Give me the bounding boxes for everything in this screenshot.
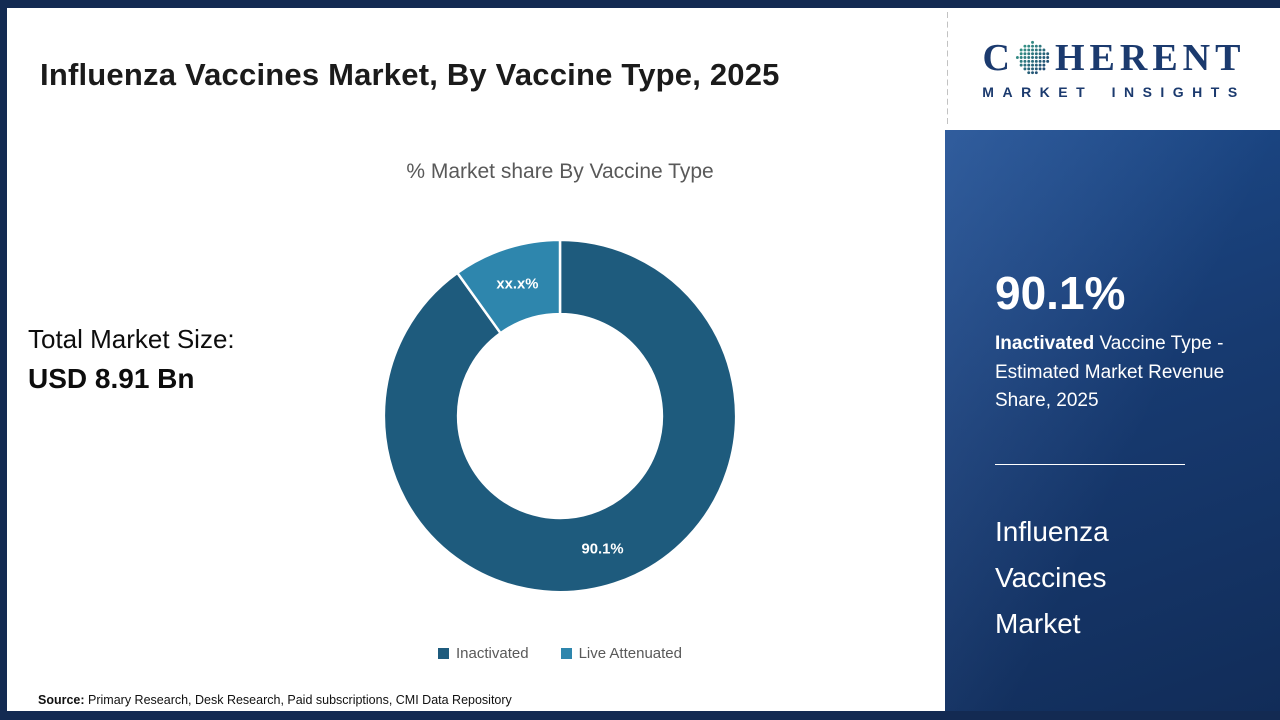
globe-dot bbox=[1042, 51, 1046, 55]
frame-border-bottom bbox=[0, 711, 1280, 720]
globe-dot bbox=[1034, 63, 1038, 67]
globe-dot bbox=[1023, 47, 1027, 51]
globe-dot bbox=[1027, 55, 1031, 59]
source-label: Source: bbox=[38, 693, 85, 707]
page-title: Influenza Vaccines Market, By Vaccine Ty… bbox=[40, 56, 780, 92]
globe-dot bbox=[1019, 59, 1023, 63]
globe-dot bbox=[1023, 44, 1027, 48]
globe-dot bbox=[1038, 55, 1042, 59]
total-market-label: Total Market Size: bbox=[28, 324, 235, 354]
globe-dot bbox=[1034, 59, 1038, 63]
globe-dot bbox=[1042, 59, 1046, 63]
globe-dot bbox=[1031, 44, 1034, 48]
donut-chart: 90.1% xx.x% bbox=[372, 228, 748, 604]
total-market-value: USD 8.91 Bn bbox=[28, 363, 195, 394]
globe-dot bbox=[1034, 55, 1038, 59]
globe-dot bbox=[1031, 51, 1034, 55]
chart-legend: Inactivated Live Attenuated bbox=[280, 645, 840, 662]
brand-logo-wordmark: C HERENT bbox=[983, 39, 1246, 77]
globe-dot bbox=[1038, 44, 1042, 48]
globe-dot bbox=[1034, 47, 1038, 51]
sidebar-stat-value: 90.1% bbox=[995, 267, 1126, 319]
globe-dot bbox=[1042, 63, 1046, 67]
globe-dot bbox=[1031, 66, 1034, 70]
slice-label-live-attenuated: xx.x% bbox=[496, 277, 538, 293]
globe-dot bbox=[1027, 51, 1031, 55]
globe-dot bbox=[1042, 55, 1046, 59]
globe-dot bbox=[1034, 51, 1038, 55]
logo-letters-rest: HERENT bbox=[1054, 36, 1246, 79]
globe-dot bbox=[1023, 59, 1027, 63]
source-text: Primary Research, Desk Research, Paid su… bbox=[88, 693, 512, 707]
globe-dot bbox=[1038, 47, 1042, 51]
slice-label-inactivated: 90.1% bbox=[582, 541, 624, 557]
globe-dot bbox=[1031, 47, 1034, 51]
globe-dot bbox=[1031, 70, 1034, 74]
globe-dot bbox=[1031, 59, 1034, 63]
donut-slice-inactivated bbox=[382, 238, 738, 594]
legend-item-live-attenuated: Live Attenuated bbox=[560, 645, 682, 662]
globe-dot bbox=[1027, 59, 1031, 63]
frame-border-left bbox=[0, 0, 7, 720]
globe-dot bbox=[1034, 66, 1038, 70]
globe-dot bbox=[1031, 40, 1034, 44]
globe-dot bbox=[1038, 66, 1042, 70]
globe-dot bbox=[1023, 55, 1027, 59]
chart-title: % Market share By Vaccine Type bbox=[406, 160, 714, 183]
globe-dot bbox=[1046, 51, 1050, 55]
logo-letter-c: C bbox=[982, 36, 1015, 79]
globe-dot bbox=[1019, 63, 1023, 67]
brand-logo-subtitle: MARKET INSIGHTS bbox=[982, 83, 1246, 100]
globe-dot bbox=[1042, 47, 1046, 51]
globe-dot bbox=[1023, 51, 1027, 55]
globe-dot bbox=[1027, 63, 1031, 67]
globe-dot bbox=[1027, 70, 1031, 74]
legend-swatch bbox=[438, 648, 450, 659]
globe-dot bbox=[1046, 55, 1050, 59]
legend-swatch bbox=[560, 648, 572, 659]
sidebar-divider bbox=[995, 463, 1185, 465]
globe-dot bbox=[1023, 63, 1027, 67]
globe-dot bbox=[1034, 70, 1038, 74]
globe-dot bbox=[1019, 47, 1023, 51]
sidebar-stat-desc-text: Vaccine Type - Estimated Market Revenue … bbox=[995, 333, 1225, 411]
globe-dot bbox=[1019, 55, 1023, 59]
globe-dot bbox=[1023, 66, 1027, 70]
globe-icon bbox=[1015, 40, 1051, 76]
sidebar: 90.1% Inactivated Vaccine Type - Estimat… bbox=[945, 130, 1280, 720]
sidebar-stat-highlight: Inactivated bbox=[995, 333, 1095, 354]
legend-label: Live Attenuated bbox=[578, 645, 682, 662]
globe-dot bbox=[1015, 55, 1019, 59]
globe-dot bbox=[1031, 63, 1034, 67]
frame-border-top bbox=[0, 0, 1280, 8]
legend-label: Inactivated bbox=[456, 645, 529, 662]
globe-dot bbox=[1046, 59, 1050, 63]
globe-dot bbox=[1027, 44, 1031, 48]
globe-dot bbox=[1034, 44, 1038, 48]
globe-dot bbox=[1038, 59, 1042, 63]
globe-dot bbox=[1038, 51, 1042, 55]
globe-dot bbox=[1042, 66, 1046, 70]
legend-item-inactivated: Inactivated bbox=[438, 645, 529, 662]
globe-dot bbox=[1038, 63, 1042, 67]
sidebar-market-name: Influenza Vaccines Market bbox=[995, 515, 1109, 639]
globe-dot bbox=[1027, 47, 1031, 51]
total-market-size-block: Total Market Size: USD 8.91 Bn bbox=[28, 324, 235, 395]
sidebar-stat-description: Inactivated Vaccine Type - Estimated Mar… bbox=[995, 330, 1240, 416]
donut-slice-live-attenuated bbox=[455, 238, 562, 335]
globe-dot bbox=[1031, 55, 1034, 59]
globe-dot bbox=[1027, 66, 1031, 70]
globe-dot bbox=[1019, 51, 1023, 55]
source-note: Source: Primary Research, Desk Research,… bbox=[38, 693, 512, 707]
brand-logo: C HERENT MARKET INSIGHTS bbox=[948, 8, 1280, 130]
